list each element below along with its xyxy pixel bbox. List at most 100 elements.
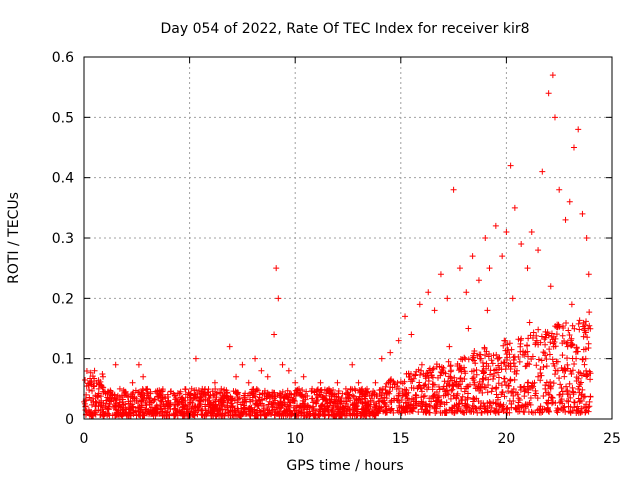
data-point [192, 355, 199, 362]
data-point [294, 402, 301, 409]
data-point [457, 397, 464, 404]
data-point [276, 412, 283, 419]
data-point [147, 388, 154, 395]
data-point [379, 385, 386, 392]
data-point [448, 407, 455, 414]
data-point [437, 368, 444, 375]
data-point [533, 362, 540, 369]
data-point [537, 366, 544, 373]
data-point [181, 412, 188, 419]
data-point [146, 409, 153, 416]
data-point [585, 340, 592, 347]
data-point [105, 406, 112, 413]
data-point [415, 408, 422, 415]
data-point [412, 391, 419, 398]
data-point [479, 381, 486, 388]
data-point [211, 403, 218, 410]
data-point [83, 367, 90, 374]
data-point [511, 376, 518, 383]
data-point [535, 326, 542, 333]
data-point [506, 340, 513, 347]
data-point [542, 328, 549, 335]
data-point [213, 412, 220, 419]
data-point [509, 388, 516, 395]
data-point [325, 385, 332, 392]
data-point [499, 389, 506, 396]
data-point [173, 397, 180, 404]
data-point [457, 366, 464, 373]
data-point [118, 404, 125, 411]
data-point [557, 381, 564, 388]
data-point [517, 348, 524, 355]
data-point [160, 411, 167, 418]
data-point [482, 352, 489, 359]
data-point [495, 380, 502, 387]
data-point [361, 411, 368, 418]
data-point [337, 400, 344, 407]
y-axis-label: ROTI / TECUs [6, 192, 22, 284]
data-point [470, 374, 477, 381]
data-point [563, 383, 570, 390]
data-point [140, 373, 147, 380]
data-point [413, 402, 420, 409]
data-point [230, 388, 237, 395]
data-point [549, 356, 556, 363]
data-point [461, 388, 468, 395]
data-point [164, 402, 171, 409]
data-point [530, 383, 537, 390]
data-point [354, 406, 361, 413]
data-point [537, 377, 544, 384]
data-point [258, 367, 265, 374]
data-point [157, 391, 164, 398]
data-point [279, 361, 286, 368]
data-point [517, 340, 524, 347]
data-point [313, 396, 320, 403]
data-point [235, 396, 242, 403]
data-point [583, 367, 590, 374]
data-point [212, 398, 219, 405]
data-point [464, 401, 471, 408]
data-point [445, 358, 452, 365]
data-point [427, 404, 434, 411]
data-point [558, 385, 565, 392]
data-point [492, 385, 499, 392]
data-point [418, 367, 425, 374]
data-point [492, 222, 499, 229]
data-point [472, 385, 479, 392]
data-point [427, 369, 434, 376]
data-point [371, 409, 378, 416]
data-point [234, 405, 241, 412]
data-point [158, 406, 165, 413]
data-point [553, 331, 560, 338]
data-point [128, 404, 135, 411]
data-point [455, 367, 462, 374]
data-point [225, 409, 232, 416]
data-point [270, 389, 277, 396]
data-point [366, 408, 373, 415]
data-point [559, 391, 566, 398]
data-point [159, 398, 166, 405]
data-point [481, 369, 488, 376]
data-point [164, 391, 171, 398]
data-point [568, 371, 575, 378]
data-point [507, 377, 514, 384]
data-point [501, 337, 508, 344]
y-tick-labels: 0 0.1 0.2 0.3 0.4 0.5 0.6 [52, 50, 74, 428]
data-point [276, 391, 283, 398]
data-point [184, 409, 191, 416]
data-point [518, 241, 525, 248]
data-point [356, 387, 363, 394]
data-point [481, 405, 488, 412]
data-point [91, 377, 98, 384]
data-point [88, 401, 95, 408]
data-point [90, 382, 97, 389]
data-point [176, 408, 183, 415]
data-point [504, 354, 511, 361]
data-point [275, 295, 282, 302]
data-point [490, 352, 497, 359]
data-point [382, 409, 389, 416]
data-point [506, 397, 513, 404]
data-point [554, 358, 561, 365]
data-point [433, 364, 440, 371]
data-point [465, 383, 472, 390]
